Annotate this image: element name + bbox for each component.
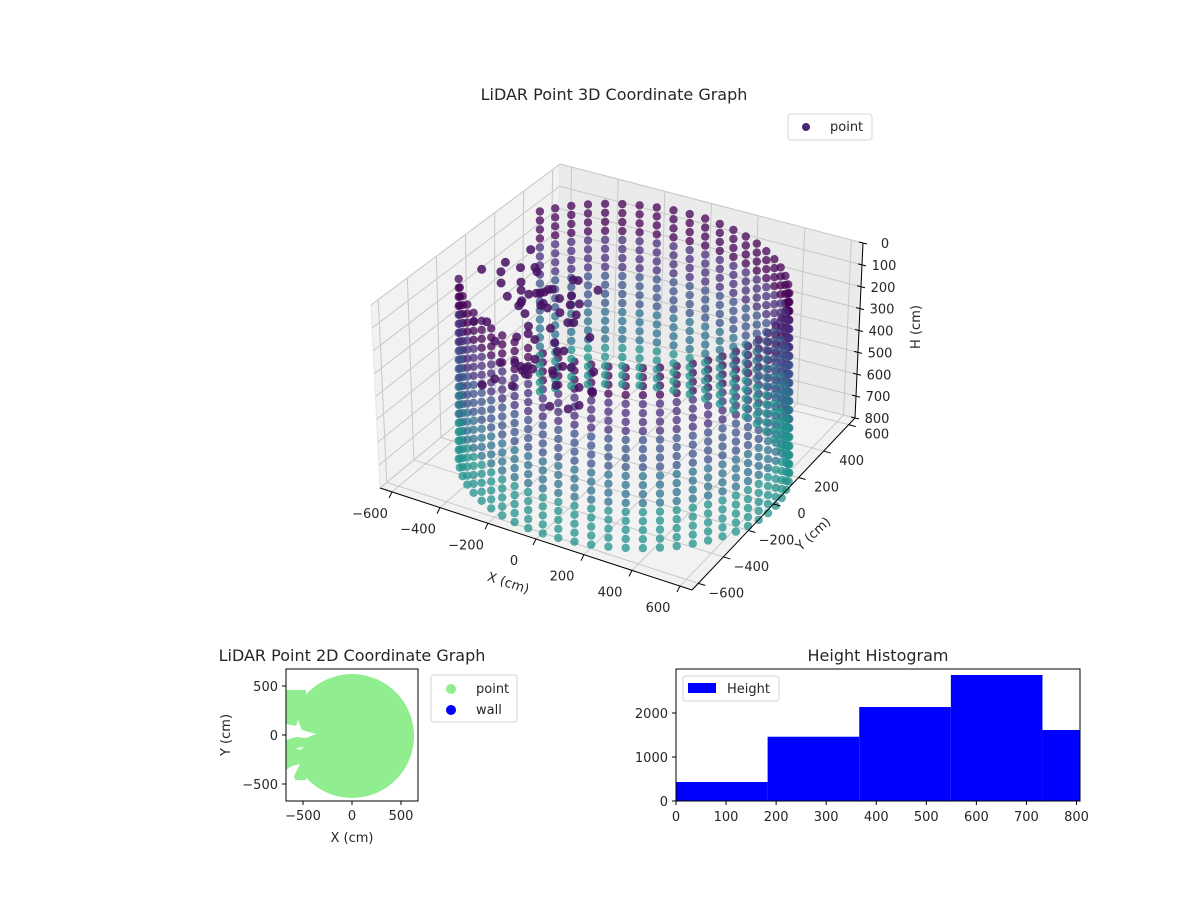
x-tick-label: 300	[814, 810, 839, 825]
y-tick-label: −400	[733, 560, 769, 575]
y-tick-label: −500	[242, 778, 278, 793]
x-tick-label: −200	[448, 538, 484, 553]
x-tick-label: 600	[964, 810, 989, 825]
z-tick-label: 300	[870, 303, 895, 318]
point-disc-2d	[286, 669, 414, 801]
histogram-bar	[768, 737, 860, 801]
y-tick-label: 0	[660, 795, 668, 810]
x-tick-label: 500	[389, 809, 414, 824]
y-tick-label: 200	[814, 481, 839, 496]
legend-3d: point	[788, 114, 872, 140]
legend-2d-wall-label: wall	[476, 703, 502, 718]
plot-2d-title: LiDAR Point 2D Coordinate Graph	[219, 646, 486, 665]
z-tick-label: 100	[872, 259, 897, 274]
x-tick-label: −500	[285, 809, 321, 824]
z-tick-label: 600	[867, 368, 892, 383]
x-tick-label: 100	[714, 810, 739, 825]
y-tick-label: 400	[839, 454, 864, 469]
z-tick-label: 700	[866, 390, 891, 405]
histogram-bar	[951, 675, 1043, 801]
y-axis-label-2d: Y (cm)	[219, 714, 234, 757]
legend-2d-point-marker-icon	[446, 684, 456, 694]
plot-3d: LiDAR Point 3D Coordinate Graph −600 −400…	[352, 85, 924, 616]
x-tick-label: −600	[352, 507, 388, 522]
legend-3d-marker-icon	[802, 123, 810, 131]
legend-2d: point wall	[431, 675, 517, 722]
x-tick-label: 400	[598, 585, 623, 600]
x-axis-label-2d: X (cm)	[331, 831, 374, 846]
x-tick-label: 0	[510, 554, 518, 569]
plot-histogram: Height Histogram 0 100 200 300 400 500 600 700 8…	[635, 646, 1134, 825]
x-tick-label: 500	[914, 810, 939, 825]
y-tick-label: −200	[759, 533, 795, 548]
legend-2d-point-label: point	[476, 682, 509, 697]
y-tick-label: 1000	[635, 751, 668, 766]
x-tick-label: 800	[1064, 810, 1089, 825]
plot-2d: LiDAR Point 2D Coordinate Graph −500 0 500…	[219, 646, 517, 846]
z-tick-label: 400	[869, 325, 894, 340]
x-tick-label: 200	[550, 570, 575, 585]
y-tick-label: 600	[864, 428, 889, 443]
legend-histogram-swatch-icon	[688, 683, 716, 693]
histogram-bar	[859, 707, 951, 801]
legend-histogram: Height	[683, 676, 779, 701]
x-tick-label: 400	[864, 810, 889, 825]
y-tick-label: 2000	[635, 707, 668, 722]
x-axis-label-3d: X (cm)	[485, 570, 531, 598]
x-tick-label: 200	[764, 810, 789, 825]
histogram-title: Height Histogram	[808, 646, 949, 665]
histogram-bar	[676, 782, 768, 801]
x-tick-label: 0	[348, 809, 356, 824]
legend-histogram-label: Height	[727, 682, 770, 697]
histogram-bar	[1042, 730, 1134, 801]
x-tick-label: 600	[646, 601, 671, 616]
y-tick-label: −600	[708, 586, 744, 601]
legend-3d-label: point	[830, 120, 863, 135]
plot-3d-title: LiDAR Point 3D Coordinate Graph	[481, 85, 748, 104]
figure-canvas: LiDAR Point 3D Coordinate Graph −600 −400…	[0, 0, 1200, 900]
y-tick-label: 500	[253, 680, 278, 695]
z-tick-label: 800	[865, 412, 890, 427]
z-tick-label: 500	[868, 346, 893, 361]
z-axis-label-3d: H (cm)	[909, 305, 924, 349]
x-tick-label: 700	[1014, 810, 1039, 825]
z-tick-label: 0	[881, 237, 889, 252]
x-tick-label: −400	[400, 523, 436, 538]
y-tick-label: 0	[270, 729, 278, 744]
legend-2d-wall-marker-icon	[446, 705, 456, 715]
z-tick-label: 200	[871, 281, 896, 296]
x-tick-label: 0	[672, 810, 680, 825]
y-tick-label: 0	[797, 507, 805, 522]
